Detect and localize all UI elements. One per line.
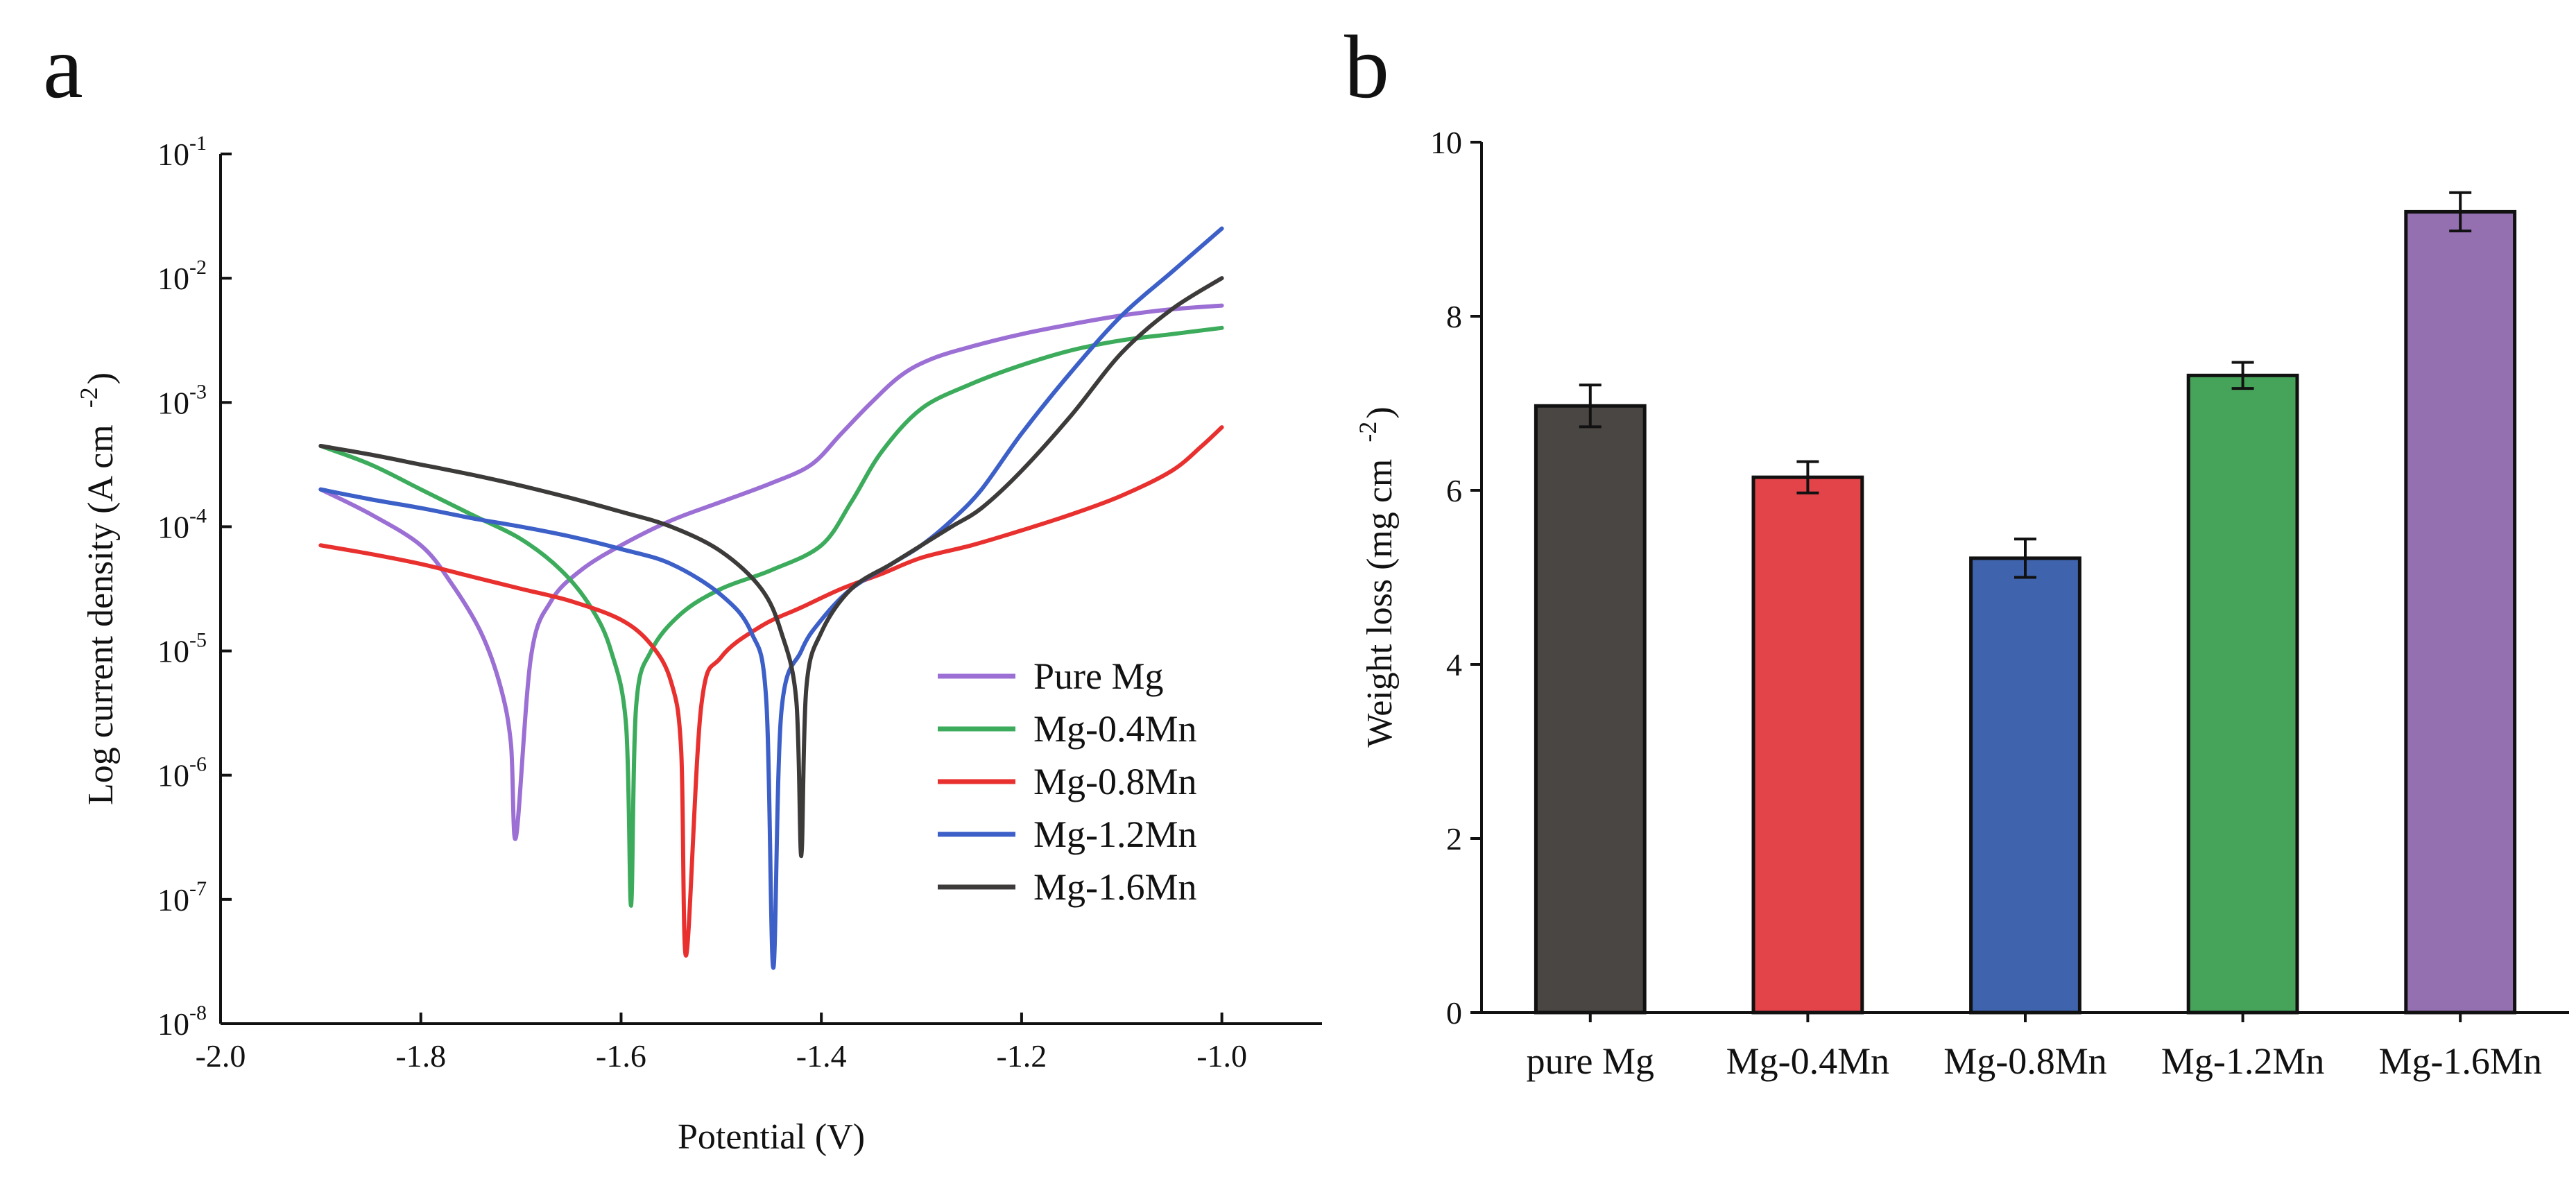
- panel-b-y-tick-label: 4: [1446, 647, 1462, 682]
- category-label: Mg-0.8Mn: [1943, 1040, 2107, 1082]
- legend-label: Mg-0.8Mn: [1033, 761, 1197, 802]
- bar-pure-mg: [1534, 404, 1647, 1015]
- panel-a-y-tick-label: 10-3: [157, 380, 207, 420]
- panel-b-y-title-exponent: -2: [1354, 422, 1382, 442]
- panel-a-x-tick-label: -1.8: [395, 1038, 446, 1074]
- panel-b-y-tick-label: 6: [1446, 473, 1462, 508]
- panel-a-letter: a: [43, 17, 83, 117]
- panel-a-y-title-main: Log current density (A cm: [81, 424, 121, 805]
- panel-a-y-tick-exponent: -2: [189, 256, 207, 279]
- category-label: pure Mg: [1527, 1040, 1654, 1082]
- panel-b: b 0 2 4 6 8 10 pure Mg Mg-0.4Mn Mg-0.8Mn Mg-1.2M…: [1344, 17, 2569, 1082]
- panel-a-y-title-exponent: -2: [75, 387, 103, 408]
- panel-a-x-tick-label: -1.6: [596, 1038, 646, 1074]
- panel-a-y-tick-label: 10-5: [157, 629, 207, 669]
- panel-a-y-tick-label: 10-4: [157, 504, 207, 544]
- series-line-mg-1-2mn: [318, 226, 1224, 970]
- panel-a-x-tick-label: -1.2: [996, 1038, 1047, 1074]
- panel-a-x-tick-label: -1.4: [796, 1038, 847, 1074]
- panel-b-y-title-main: Weight loss (mg cm: [1360, 459, 1400, 748]
- panel-a-y-tick-base: 10: [157, 758, 189, 793]
- panel-b-y-title-close: ): [1360, 406, 1400, 418]
- error-bar: [2014, 537, 2036, 579]
- panel-a-y-tick-exponent: -4: [189, 504, 207, 527]
- panel-a-y-title: Log current density (A cm -2): [75, 372, 121, 805]
- series-line-mg-0-4mn: [318, 325, 1224, 908]
- panel-a-y-tick-base: 10: [157, 634, 189, 669]
- panel-a-y-tick-exponent: -5: [189, 629, 207, 652]
- error-bar: [2231, 361, 2254, 390]
- panel-a-legend: Pure Mg Mg-0.4Mn Mg-0.8Mn Mg-1.2Mn Mg-1.6Mn: [938, 655, 1197, 908]
- bar-mg-1-6mn: [2404, 209, 2517, 1015]
- panel-a-y-tick-base: 10: [157, 261, 189, 296]
- panel-a-y-tick-exponent: -1: [189, 132, 207, 155]
- panel-a-y-tick-exponent: -3: [189, 380, 207, 403]
- panel-a-y-ticks: 10-810-710-610-510-410-310-210-1: [157, 132, 232, 1042]
- legend-label: Mg-0.4Mn: [1033, 708, 1197, 750]
- bar-mg-0-8mn: [1969, 556, 2081, 1015]
- series-line-mg-0-8mn: [318, 425, 1224, 958]
- legend-label: Mg-1.6Mn: [1033, 866, 1197, 908]
- bar-mg-1-2mn: [2186, 373, 2299, 1015]
- weight-loss-error-bars: [1579, 191, 2472, 579]
- weight-loss-bars: [1534, 209, 2517, 1015]
- panel-b-y-tick-label: 0: [1446, 995, 1462, 1031]
- panel-a-y-tick-label: 10-1: [157, 132, 207, 172]
- panel-b-y-title: Weight loss (mg cm -2): [1354, 406, 1400, 747]
- panel-a-y-tick-base: 10: [157, 1006, 189, 1042]
- panel-a-y-tick-label: 10-7: [157, 877, 207, 918]
- bar-mg-0-4mn: [1751, 475, 1864, 1015]
- series-line-pure-mg: [318, 303, 1224, 841]
- polarization-curves: [318, 226, 1224, 970]
- panel-a-y-tick-base: 10: [157, 882, 189, 918]
- panel-a-x-title: Potential (V): [678, 1117, 865, 1157]
- panel-a-y-tick-label: 10-2: [157, 256, 207, 296]
- panel-a-y-tick-exponent: -8: [189, 1001, 207, 1024]
- error-bar: [2449, 191, 2472, 233]
- panel-b-y-tick-label: 2: [1446, 821, 1462, 857]
- panel-a-y-tick-base: 10: [157, 385, 189, 420]
- error-bar: [1796, 460, 1819, 494]
- panel-a-y-tick-label: 10-6: [157, 753, 207, 793]
- category-label: Mg-0.4Mn: [1726, 1040, 1890, 1082]
- legend-label: Mg-1.2Mn: [1033, 814, 1197, 855]
- panel-a-x-tick-label: -1.0: [1196, 1038, 1247, 1074]
- panel-b-y-ticks: 0 2 4 6 8 10: [1430, 125, 1482, 1031]
- panel-a-x-tick-label: -2.0: [196, 1038, 246, 1074]
- panel-a-x-ticks: -2.0 -1.8 -1.6 -1.4 -1.2 -1.0: [196, 1013, 1247, 1074]
- panel-b-y-tick-label: 8: [1446, 299, 1462, 334]
- panel-b-y-tick-label: 10: [1430, 125, 1462, 160]
- category-label: Mg-1.2Mn: [2161, 1040, 2325, 1082]
- panel-a-y-tick-base: 10: [157, 509, 189, 544]
- panel-a-y-tick-label: 10-8: [157, 1001, 207, 1042]
- panel-a-y-tick-exponent: -7: [189, 877, 207, 900]
- panel-a-y-tick-base: 10: [157, 137, 189, 172]
- panel-a: a -2.0 -1.8 -1.6 -1.4 -1.2 -1.0 10-810-710-61…: [43, 17, 1322, 1157]
- series-line-mg-1-6mn: [318, 276, 1224, 859]
- category-label: Mg-1.6Mn: [2378, 1040, 2542, 1082]
- legend-label: Pure Mg: [1033, 655, 1164, 697]
- panel-a-y-tick-exponent: -6: [189, 753, 207, 776]
- panel-a-axes: [219, 154, 1322, 1025]
- panel-b-category-labels: pure Mg Mg-0.4Mn Mg-0.8Mn Mg-1.2Mn Mg-1.6Mn: [1527, 1013, 2542, 1082]
- panel-b-letter: b: [1344, 17, 1389, 117]
- panel-a-y-title-close: ): [81, 372, 121, 384]
- error-bar: [1579, 384, 1602, 429]
